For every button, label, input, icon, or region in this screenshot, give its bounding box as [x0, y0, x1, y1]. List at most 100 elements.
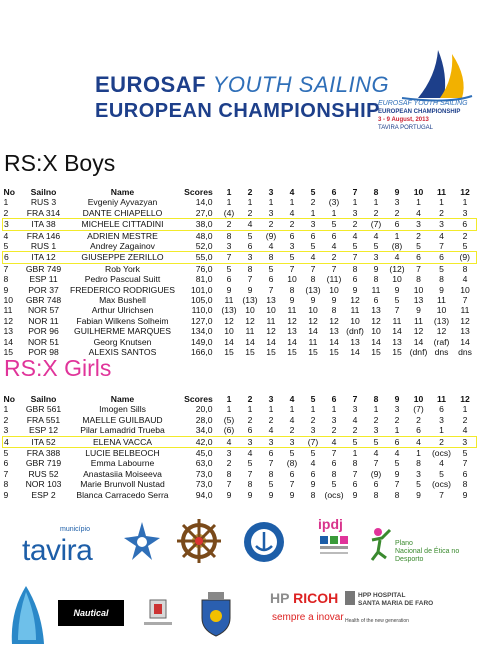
race-result-cell: 1: [226, 404, 232, 415]
race-result-cell: 2: [352, 425, 358, 436]
race-result-cell: 2: [247, 414, 253, 425]
race-result-cell: 4: [323, 435, 345, 449]
sailno-cell: ESP 2: [31, 489, 56, 500]
rank-cell: 2: [3, 414, 9, 425]
race-result-cell: 2: [462, 414, 468, 425]
sailno-cell: GBR 719: [25, 458, 62, 469]
sailor-name-cell: LUCIE BELBEOCH: [85, 448, 160, 459]
boys-result-row: 4 FRA 146 ADRIEN MESTRE 48,0 8 5 (9) 6 6 6 4 4 1 2 4 2: [3, 230, 477, 241]
race-result-cell: 14: [413, 336, 424, 347]
race-result-cell: 3: [260, 435, 282, 449]
boys-column-header: 12: [460, 187, 470, 197]
race-result-cell: 13: [266, 295, 276, 306]
total-score-cell: 55,0: [178, 251, 219, 264]
girls-result-row: 7 RUS 52 Anastasiia Moiseeva 73,0 8 7 8 6 6 8 7 (9)…: [3, 469, 477, 479]
sailor-name-cell: Max Bushell: [99, 295, 146, 306]
girls-column-header: 3: [268, 394, 274, 404]
girls-result-row: 3 ESP 12 Pilar Lamadrid Trueba 34,0 (6) 6 4 2 3 2…: [3, 425, 477, 436]
total-score-cell: 45,0: [195, 448, 213, 459]
race-result-cell: 7: [268, 284, 274, 295]
race-result-cell: 3: [268, 207, 274, 218]
rank-cell: 6: [3, 458, 9, 469]
race-result-cell: 7: [439, 241, 444, 252]
race-result-cell: 2: [310, 197, 316, 208]
boys-column-header: 10: [413, 187, 424, 197]
hpp-tagline: Health of the new generation: [345, 618, 409, 624]
race-result-cell: 8: [462, 263, 468, 274]
sailno-cell: NOR 11: [28, 315, 59, 326]
race-result-cell: 2: [462, 230, 468, 241]
boys-column-header: 5: [310, 187, 316, 197]
race-result-cell: (13): [305, 284, 321, 295]
race-result-cell: 8: [352, 458, 358, 469]
girls-result-row: 1 GBR 561 Imogen Sills 20,0 1 1 1 1 1 1 3 1 3 (7) 6 1: [3, 404, 477, 414]
race-result-cell: (11): [326, 274, 342, 285]
sailno-cell: FRA 146: [26, 230, 61, 241]
total-score-cell: 81,0: [195, 274, 213, 285]
rank-cell: 3: [3, 425, 9, 436]
race-result-cell: 6: [289, 230, 295, 241]
girls-column-header: 2: [247, 394, 253, 404]
rank-cell: 11: [3, 305, 13, 316]
race-result-cell: 6: [407, 251, 430, 264]
girls-column-header: 5: [310, 394, 316, 404]
ipdj-emblem-icon: [320, 536, 348, 554]
race-result-cell: 7: [394, 305, 400, 316]
race-result-cell: 3: [453, 435, 477, 449]
rank-cell: 15: [3, 347, 14, 358]
boys-result-row: 11 NOR 57 Arthur Ulrichsen 110,0 (13) 10 10 11 1…: [3, 305, 477, 315]
race-result-cell: 2: [394, 207, 400, 218]
sailno-cell: ESP 12: [29, 425, 58, 436]
race-result-cell: 5: [394, 458, 400, 469]
race-result-cell: 10: [308, 305, 318, 316]
race-result-cell: 14: [287, 336, 297, 347]
total-score-cell: 42,0: [178, 435, 219, 449]
race-result-cell: 12: [245, 315, 255, 326]
race-result-cell: 13: [392, 336, 402, 347]
event-header: EUROSAF YOUTH SAILING EUROPEAN CHAMPIONS…: [0, 0, 479, 145]
event-logo-text: EUROSAF YOUTH SAILING EUROPEAN CHAMPIONS…: [378, 100, 468, 131]
girls-column-header: 9: [394, 394, 400, 404]
race-result-cell: 8: [331, 468, 337, 479]
race-result-cell: 3: [429, 218, 454, 231]
race-result-cell: 12: [436, 326, 447, 337]
race-result-cell: 3: [310, 425, 316, 436]
race-result-cell: (ocs): [431, 448, 452, 459]
race-result-cell: 2: [416, 414, 421, 425]
race-result-cell: 3: [416, 468, 421, 479]
race-result-cell: 8: [289, 284, 295, 295]
race-result-cell: 8: [373, 274, 379, 285]
rank-cell: 12: [3, 315, 14, 326]
race-result-cell: 11: [414, 315, 423, 326]
girls-column-header: Scores: [184, 394, 213, 404]
race-result-cell: 11: [308, 336, 318, 347]
race-result-cell: 1: [331, 207, 337, 218]
race-result-cell: 11: [287, 305, 297, 316]
race-result-cell: 1: [416, 448, 421, 459]
sailno-cell: NOR 57: [27, 305, 60, 316]
race-result-cell: 5: [310, 241, 316, 252]
sailno-cell: FRA 314: [26, 207, 61, 218]
total-score-cell: 48,0: [195, 230, 213, 241]
race-result-cell: 7: [268, 458, 274, 469]
boys-column-header: 7: [352, 187, 358, 197]
race-result-cell: 5: [323, 218, 345, 231]
race-result-cell: 10: [436, 305, 447, 316]
race-result-cell: 13: [413, 295, 424, 306]
race-result-cell: 1: [416, 197, 421, 208]
sailno-cell: ITA 38: [20, 218, 67, 231]
race-result-cell: 6: [289, 468, 295, 479]
rank-cell: 10: [3, 295, 14, 306]
boys-result-row: 6 ITA 12 GIUSEPPE ZERILLO 55,0 7 3 8 5 4 2 7 3 4 6 6 (9…: [2, 251, 477, 264]
race-result-cell: 7: [247, 274, 253, 285]
race-result-cell: 6: [268, 448, 274, 459]
boys-column-header: 6: [331, 187, 337, 197]
tavira-logo: tavira: [22, 534, 93, 567]
race-result-cell: 1: [310, 404, 316, 415]
mrvs-sail-icon: [11, 586, 44, 644]
race-result-cell: 3: [302, 218, 324, 231]
race-result-cell: 4: [462, 274, 468, 285]
race-result-cell: 7: [331, 263, 337, 274]
race-result-cell: 14: [308, 326, 318, 337]
race-result-cell: 13: [460, 326, 470, 337]
